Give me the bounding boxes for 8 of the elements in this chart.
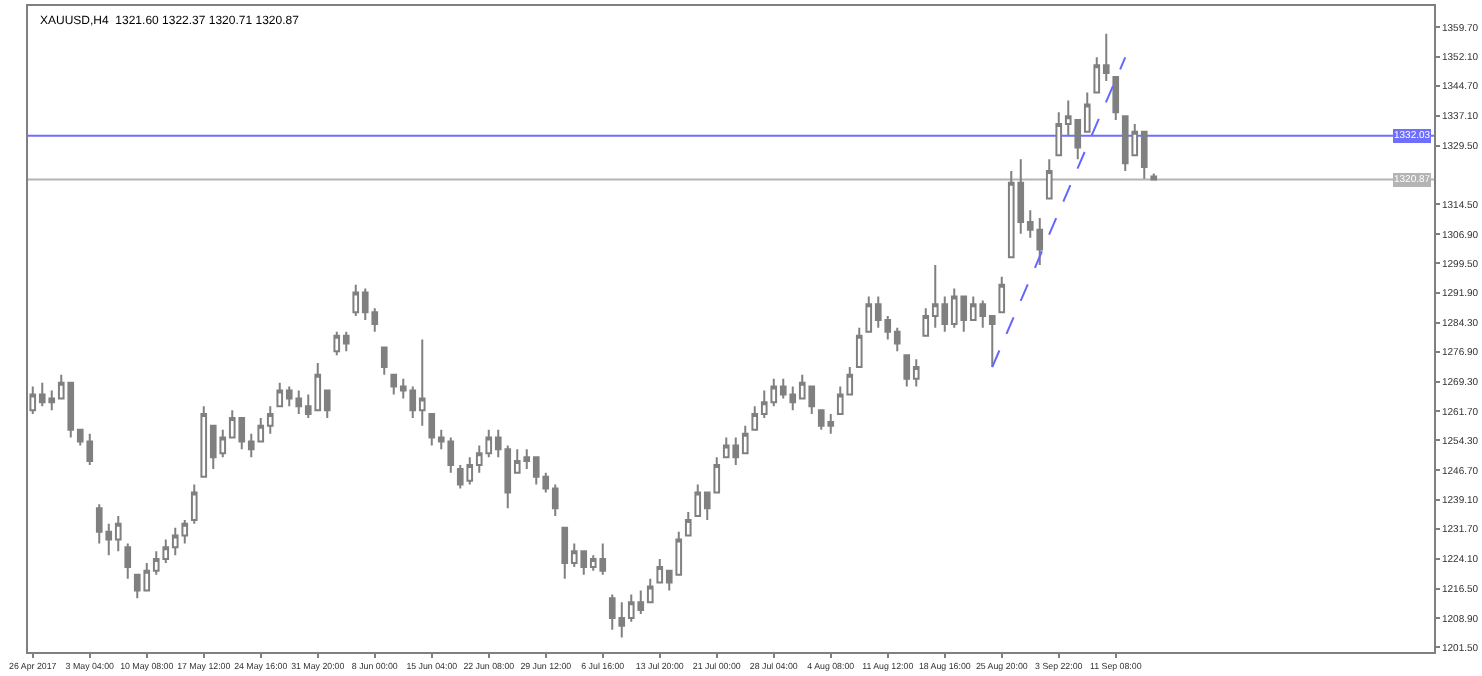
candlestick — [380, 346, 388, 376]
candlestick — [855, 326, 863, 369]
candlestick — [998, 275, 1006, 314]
candlestick — [124, 542, 132, 580]
candlestick — [684, 511, 692, 537]
candlestick — [190, 483, 198, 525]
candlestick — [1112, 75, 1120, 122]
candlestick — [1045, 158, 1053, 200]
